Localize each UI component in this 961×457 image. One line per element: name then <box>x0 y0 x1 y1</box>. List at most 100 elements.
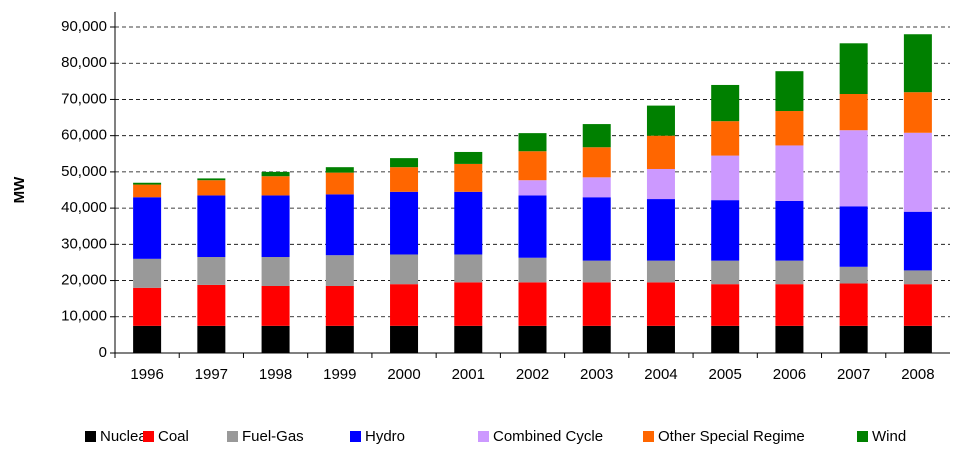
bar-segment <box>261 257 290 286</box>
x-tick-label: 2004 <box>644 366 677 383</box>
x-tick-label: 1997 <box>195 366 228 383</box>
bar-segment <box>646 260 675 283</box>
bar-segment <box>390 284 419 326</box>
x-tick-label: 2001 <box>452 366 485 383</box>
x-tick-label: 2003 <box>580 366 613 383</box>
bar-segment <box>582 260 611 283</box>
bar-segment <box>775 284 804 326</box>
bar-segment <box>582 124 611 148</box>
bar-segment <box>839 283 868 326</box>
bar-segment <box>390 158 419 168</box>
bar-segment <box>518 282 547 326</box>
bar-segment <box>133 197 162 259</box>
legend-label: Coal <box>158 428 189 445</box>
bar-segment <box>903 132 932 212</box>
x-tick-label: 2000 <box>387 366 420 383</box>
legend-label: Hydro <box>365 428 405 445</box>
bar-segment <box>454 325 483 353</box>
bar-segment <box>261 195 290 258</box>
x-tick-label: 1999 <box>323 366 356 383</box>
legend-label: Other Special Regime <box>658 428 805 445</box>
legend-swatch <box>643 431 654 442</box>
bar-segment <box>261 325 290 353</box>
bar-segment <box>839 325 868 353</box>
y-tick-label: 90,000 <box>61 18 107 35</box>
x-tick-label: 2007 <box>837 366 870 383</box>
bar-segment <box>197 284 226 326</box>
bar-segment <box>325 172 354 195</box>
bar-segment <box>646 325 675 353</box>
x-tick-label: 2002 <box>516 366 549 383</box>
bar-segment <box>646 135 675 169</box>
legend-swatch <box>227 431 238 442</box>
bar-segment <box>775 145 804 201</box>
y-axis-label: MW <box>11 176 28 203</box>
bar-segment <box>133 325 162 353</box>
bar-segment <box>325 255 354 286</box>
y-tick-label: 0 <box>99 344 107 361</box>
bar-segment <box>582 177 611 198</box>
legend-label: Wind <box>872 428 906 445</box>
bar-segment <box>582 282 611 326</box>
legend-label: Combined Cycle <box>493 428 603 445</box>
bar-segment <box>711 84 740 122</box>
bar-segment <box>390 167 419 192</box>
bar-segment <box>646 282 675 326</box>
y-tick-label: 40,000 <box>61 199 107 216</box>
bar-segment <box>454 254 483 283</box>
x-tick-label: 1998 <box>259 366 292 383</box>
bar-segment <box>518 257 547 283</box>
bar-segment <box>711 121 740 156</box>
x-tick-label: 1996 <box>130 366 163 383</box>
bar-segment <box>133 184 162 198</box>
y-tick-label: 60,000 <box>61 127 107 144</box>
bar-segment <box>197 257 226 285</box>
legend-swatch <box>85 431 96 442</box>
bar-segment <box>903 211 932 271</box>
y-tick-label: 10,000 <box>61 308 107 325</box>
bar-segment <box>518 151 547 181</box>
bar-segment <box>261 285 290 326</box>
bar-segment <box>197 178 226 181</box>
bar-segment <box>325 325 354 353</box>
bar-segment <box>711 155 740 201</box>
bar-segment <box>775 260 804 285</box>
legend-label: Nuclear <box>100 428 152 445</box>
bar-segment <box>261 171 290 177</box>
bar-segment <box>646 199 675 261</box>
bar-segment <box>518 133 547 152</box>
bar-segment <box>582 197 611 261</box>
bar-segment <box>325 194 354 256</box>
bar-segment <box>518 195 547 258</box>
legend-swatch <box>350 431 361 442</box>
bar-segment <box>325 167 354 173</box>
y-tick-label: 70,000 <box>61 90 107 107</box>
bar-segment <box>390 325 419 353</box>
bar-segment <box>903 34 932 93</box>
bar-segment <box>775 325 804 353</box>
bar-segment <box>133 182 162 185</box>
bar-segment <box>197 325 226 353</box>
bar-segment <box>775 71 804 112</box>
bar-segment <box>390 254 419 285</box>
bar-segment <box>454 191 483 255</box>
bar-segment <box>197 180 226 196</box>
y-tick-label: 20,000 <box>61 272 107 289</box>
bar-segment <box>775 200 804 261</box>
y-tick-label: 30,000 <box>61 235 107 252</box>
legend-label: Fuel-Gas <box>242 428 304 445</box>
x-tick-label: 2005 <box>709 366 742 383</box>
bar-segment <box>903 325 932 353</box>
bar-segment <box>261 176 290 196</box>
bar-segment <box>582 147 611 178</box>
bar-segment <box>903 92 932 133</box>
bar-segment <box>454 163 483 192</box>
x-tick-label: 2008 <box>901 366 934 383</box>
legend-swatch <box>478 431 489 442</box>
bar-segment <box>711 200 740 261</box>
bar-segment <box>839 43 868 95</box>
bar-segment <box>454 151 483 164</box>
bar-segment <box>390 191 419 255</box>
legend-swatch <box>857 431 868 442</box>
